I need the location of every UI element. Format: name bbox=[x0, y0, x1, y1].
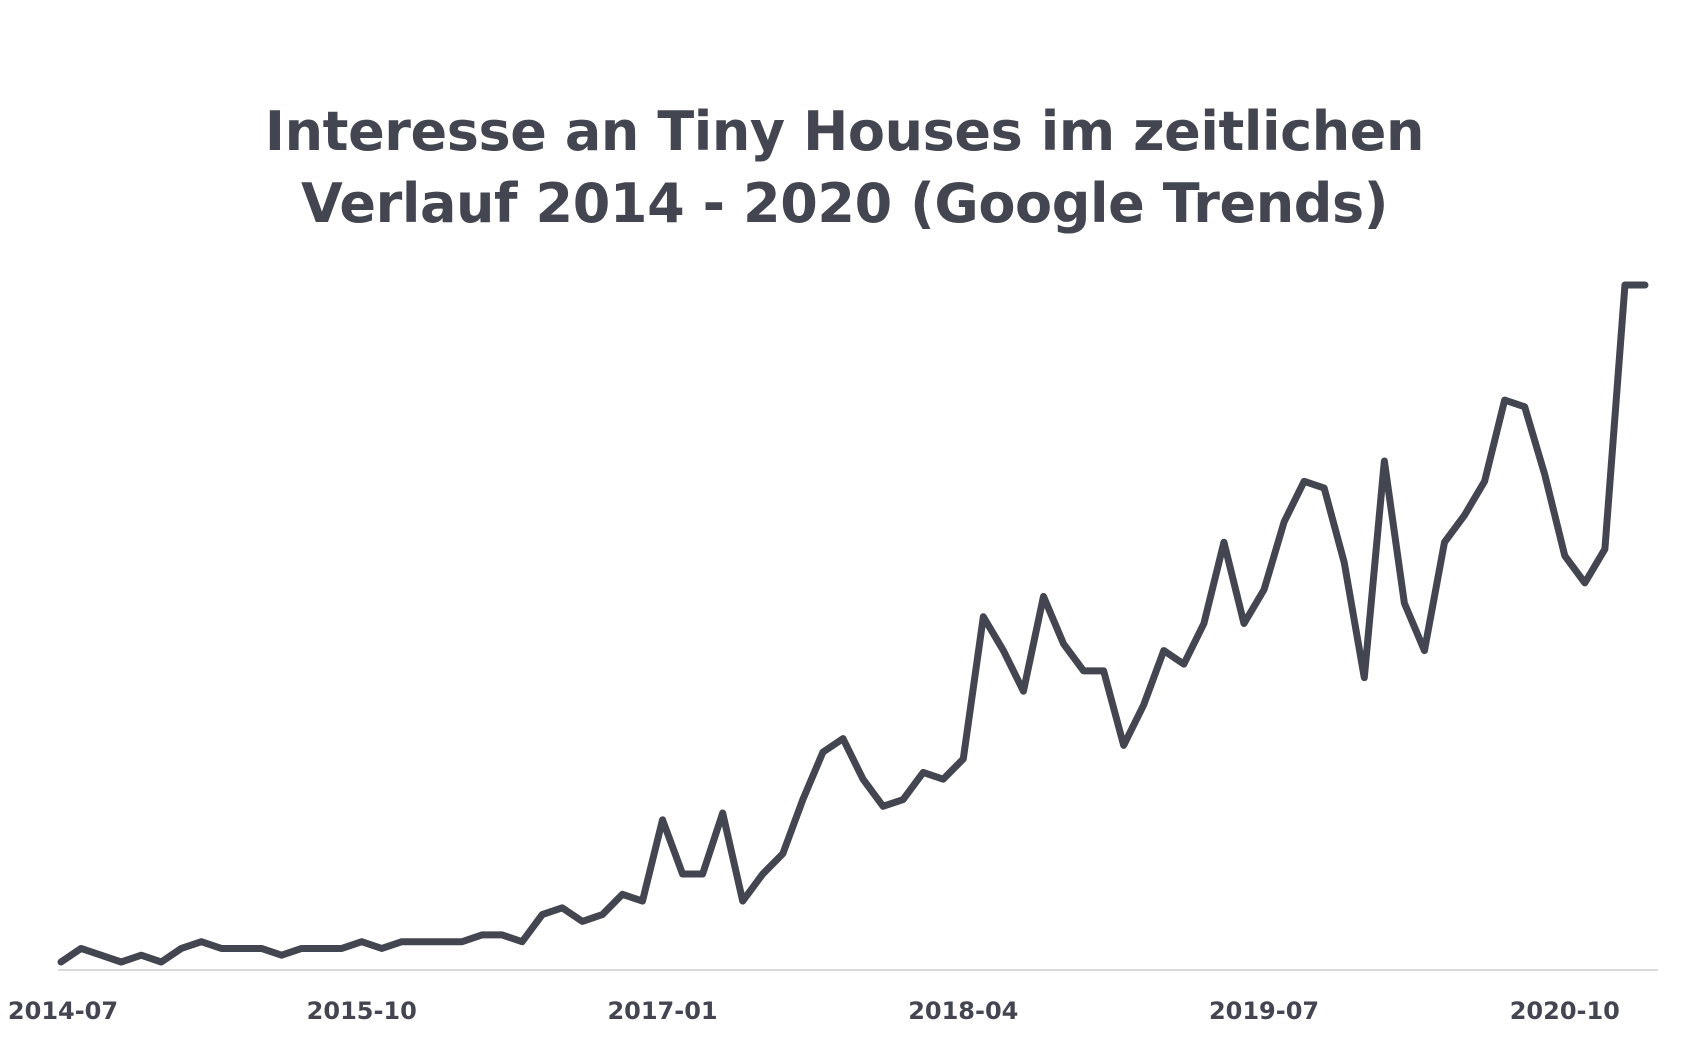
x-tick-label: 2020-10 bbox=[1510, 997, 1620, 1025]
chart-title-line-2: Verlauf 2014 - 2020 (Google Trends) bbox=[300, 172, 1389, 235]
chart-title-line-1: Interesse an Tiny Houses im zeitlichen bbox=[264, 100, 1425, 163]
x-tick-label: 2019-07 bbox=[1209, 997, 1319, 1025]
x-tick-label: 2018-04 bbox=[908, 997, 1018, 1025]
series-line bbox=[57, 281, 1649, 966]
x-tick-label: 2017-01 bbox=[607, 997, 717, 1025]
x-tick-label: 2014-07 bbox=[8, 997, 118, 1025]
x-tick-label: 2015-10 bbox=[307, 997, 417, 1025]
chart-title: Interesse an Tiny Houses im zeitlichen V… bbox=[0, 96, 1689, 240]
x-axis-ticks: 2014-07 2015-10 2017-01 2018-04 2019-07 2020-… bbox=[8, 997, 1620, 1025]
